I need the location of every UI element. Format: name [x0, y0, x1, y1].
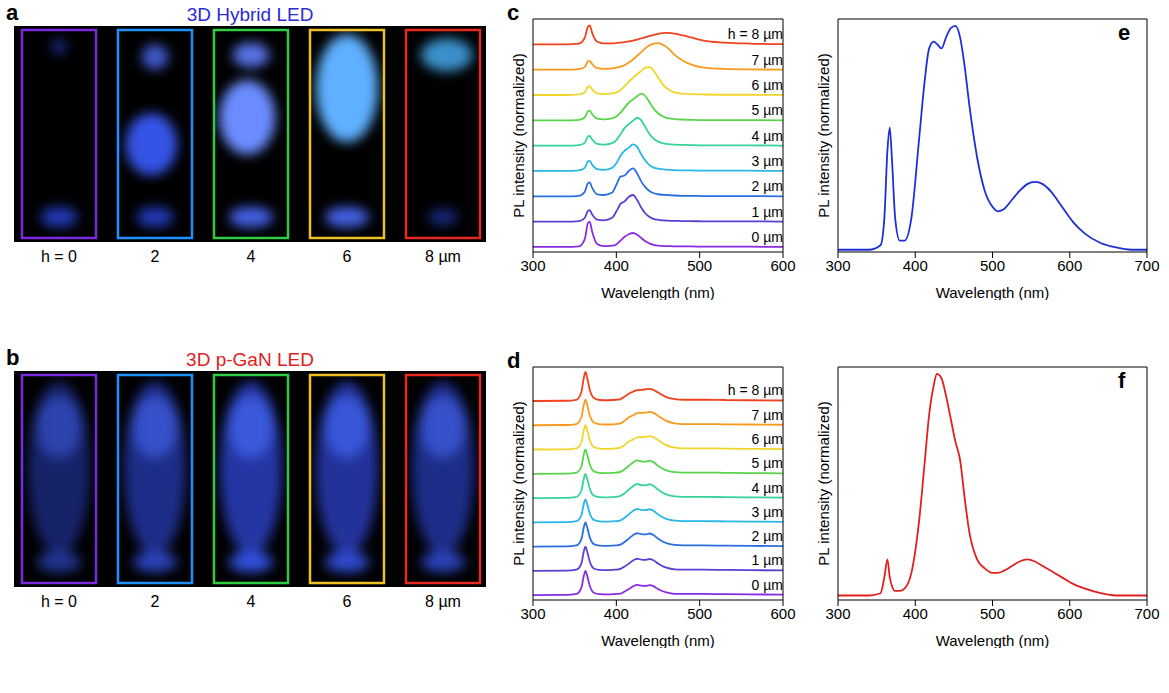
svg-text:6 µm: 6 µm [752, 431, 783, 447]
svg-text:b: b [6, 345, 19, 370]
svg-text:500: 500 [980, 605, 1005, 622]
svg-text:Wavelength (nm): Wavelength (nm) [601, 284, 715, 300]
svg-text:2: 2 [151, 248, 160, 265]
svg-text:Wavelength (nm): Wavelength (nm) [936, 632, 1050, 648]
svg-text:h = 8 µm: h = 8 µm [728, 26, 783, 42]
svg-text:a: a [6, 0, 19, 25]
svg-text:6 µm: 6 µm [752, 77, 783, 93]
svg-text:Wavelength (nm): Wavelength (nm) [936, 284, 1050, 300]
svg-text:300: 300 [825, 605, 850, 622]
svg-text:2: 2 [151, 593, 160, 610]
html-text:c: c [507, 0, 520, 25]
svg-text:h = 0: h = 0 [41, 593, 77, 610]
html-text:d: d [507, 348, 521, 373]
svg-text:3D p-GaN LED: 3D p-GaN LED [186, 349, 314, 370]
html-text:e: e [1118, 20, 1131, 45]
svg-text:7 µm: 7 µm [752, 52, 783, 68]
svg-text:3D Hybrid LED: 3D Hybrid LED [187, 4, 314, 25]
svg-text:2 µm: 2 µm [752, 178, 783, 194]
html-text:f: f [1118, 368, 1126, 393]
svg-text:4 µm: 4 µm [752, 128, 783, 144]
svg-text:300: 300 [825, 257, 850, 274]
svg-text:700: 700 [1134, 257, 1159, 274]
svg-text:400: 400 [604, 257, 629, 274]
svg-text:h = 0: h = 0 [41, 248, 77, 265]
svg-text:2 µm: 2 µm [752, 528, 783, 544]
svg-text:500: 500 [687, 605, 712, 622]
svg-text:6: 6 [343, 248, 352, 265]
svg-text:600: 600 [1057, 605, 1082, 622]
svg-text:600: 600 [770, 605, 795, 622]
svg-text:700: 700 [1134, 605, 1159, 622]
svg-text:6: 6 [343, 593, 352, 610]
svg-text:PL intensity (normalized): PL intensity (normalized) [510, 53, 527, 218]
svg-text:h = 8 µm: h = 8 µm [728, 382, 783, 398]
svg-text:5 µm: 5 µm [752, 455, 783, 471]
svg-text:300: 300 [520, 257, 545, 274]
svg-text:4: 4 [247, 593, 256, 610]
svg-text:8 µm: 8 µm [425, 248, 461, 265]
svg-text:8 µm: 8 µm [425, 593, 461, 610]
svg-text:400: 400 [604, 605, 629, 622]
svg-text:0 µm: 0 µm [752, 229, 783, 245]
svg-text:PL intensity (normalized): PL intensity (normalized) [815, 53, 832, 218]
svg-text:5 µm: 5 µm [752, 102, 783, 118]
svg-text:400: 400 [903, 257, 928, 274]
svg-text:4: 4 [247, 248, 256, 265]
svg-text:500: 500 [980, 257, 1005, 274]
svg-text:1 µm: 1 µm [752, 204, 783, 220]
svg-text:3 µm: 3 µm [752, 153, 783, 169]
svg-text:300: 300 [520, 605, 545, 622]
svg-text:Wavelength (nm): Wavelength (nm) [601, 632, 715, 648]
svg-text:600: 600 [770, 257, 795, 274]
svg-text:4 µm: 4 µm [752, 480, 783, 496]
svg-text:400: 400 [903, 605, 928, 622]
svg-text:0 µm: 0 µm [752, 577, 783, 593]
svg-text:3 µm: 3 µm [752, 504, 783, 520]
svg-text:PL intensity (normalized): PL intensity (normalized) [815, 401, 832, 566]
svg-text:7 µm: 7 µm [752, 407, 783, 423]
svg-text:500: 500 [687, 257, 712, 274]
svg-text:1 µm: 1 µm [752, 552, 783, 568]
svg-text:PL intensity (normalized): PL intensity (normalized) [510, 401, 527, 566]
svg-text:600: 600 [1057, 257, 1082, 274]
